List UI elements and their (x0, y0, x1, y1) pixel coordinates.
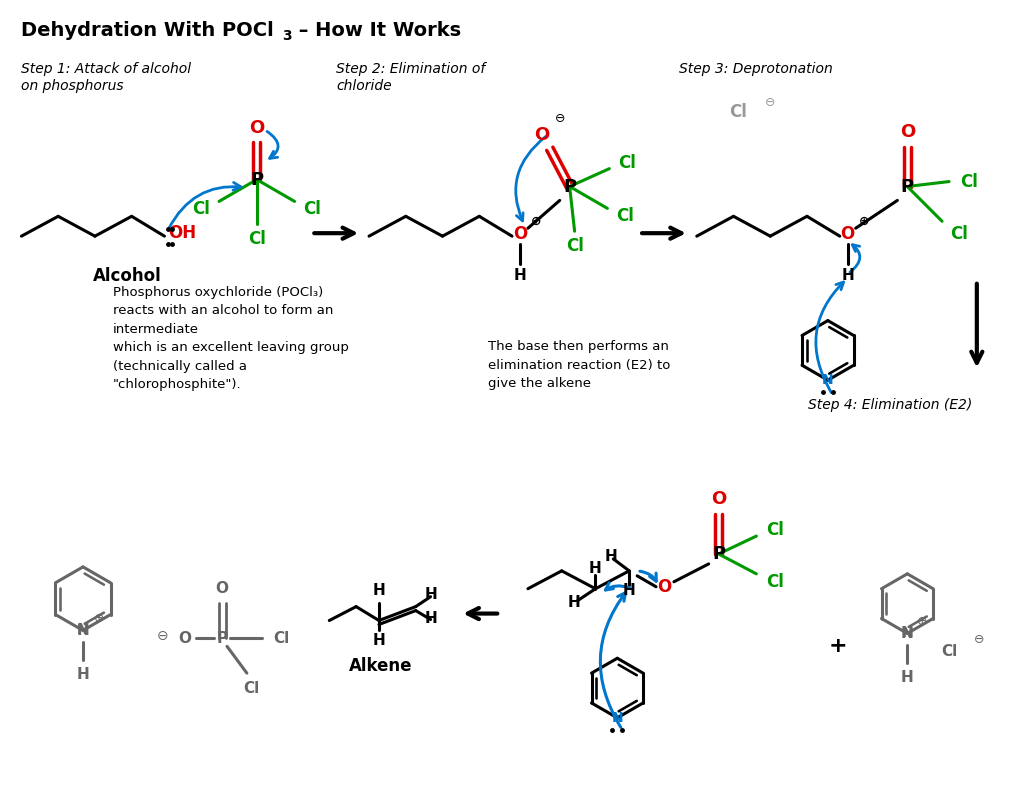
Text: Cl: Cl (960, 173, 978, 190)
Text: N: N (77, 623, 89, 638)
Text: N: N (78, 624, 89, 637)
Text: H: H (424, 587, 437, 602)
Text: N: N (901, 626, 913, 641)
Text: O: O (840, 225, 855, 243)
Text: P: P (564, 177, 576, 195)
Text: Alkene: Alkene (349, 657, 412, 676)
Text: O: O (657, 578, 671, 595)
Text: ⊕: ⊕ (859, 215, 869, 228)
Text: OH: OH (168, 224, 197, 242)
Text: Step 3: Deprotonation: Step 3: Deprotonation (679, 62, 833, 76)
Text: Cl: Cl (729, 103, 747, 121)
Text: H: H (623, 583, 636, 599)
Text: ⊕: ⊕ (530, 215, 541, 228)
Text: O: O (513, 225, 527, 243)
Text: Alcohol: Alcohol (93, 266, 162, 285)
Text: N: N (611, 711, 623, 725)
Text: H: H (424, 611, 437, 626)
Text: Cl: Cl (304, 200, 321, 219)
Text: Dehydration With POCl: Dehydration With POCl (22, 21, 275, 40)
Text: H: H (514, 268, 526, 284)
Text: O: O (535, 126, 549, 144)
Text: H: H (373, 583, 385, 599)
Text: Cl: Cl (618, 154, 636, 172)
Text: The base then performs an
elimination reaction (E2) to
give the alkene: The base then performs an elimination re… (488, 340, 670, 390)
Text: O: O (711, 490, 726, 509)
Text: O: O (215, 582, 229, 596)
Text: – How It Works: – How It Works (291, 21, 461, 40)
Text: H: H (568, 595, 580, 610)
Text: ⊕: ⊕ (93, 612, 105, 625)
Text: Cl: Cl (767, 573, 784, 590)
Text: P: P (217, 631, 228, 646)
Text: H: H (605, 549, 617, 565)
Text: Cl: Cl (248, 230, 266, 248)
Text: P: P (251, 171, 263, 189)
Text: +: + (829, 637, 847, 656)
Text: O: O (899, 123, 915, 141)
Text: ⊖: ⊖ (974, 633, 984, 646)
Text: Step 1: Attack of alcohol
on phosphorus: Step 1: Attack of alcohol on phosphorus (22, 62, 192, 92)
Text: P: P (712, 545, 725, 563)
Text: H: H (841, 268, 854, 284)
Text: 3: 3 (282, 28, 291, 43)
Text: Cl: Cl (566, 237, 583, 255)
Text: Cl: Cl (767, 521, 784, 539)
Text: Cl: Cl (616, 207, 634, 225)
Text: ⊕: ⊕ (917, 615, 927, 628)
Text: Cl: Cl (274, 631, 290, 646)
Text: Cl: Cl (243, 680, 260, 696)
Text: H: H (373, 633, 385, 648)
Text: H: H (589, 561, 602, 577)
Text: Step 4: Elimination (E2): Step 4: Elimination (E2) (808, 398, 972, 412)
Text: ⊖: ⊖ (156, 629, 168, 643)
Text: O: O (178, 631, 191, 646)
Text: Cl: Cl (941, 644, 957, 659)
Text: O: O (250, 119, 264, 137)
Text: Step 2: Elimination of
chloride: Step 2: Elimination of chloride (337, 62, 486, 92)
Text: H: H (77, 667, 89, 682)
Text: N: N (901, 626, 914, 641)
Text: Cl: Cl (950, 225, 968, 243)
Text: Cl: Cl (193, 200, 210, 219)
Text: Phosphorus oxychloride (POCl₃)
reacts with an alcohol to form an
intermediate
wh: Phosphorus oxychloride (POCl₃) reacts wi… (113, 286, 349, 391)
Text: H: H (901, 670, 914, 684)
Text: ⊖: ⊖ (554, 113, 565, 126)
Text: N: N (822, 373, 834, 387)
Text: P: P (900, 177, 914, 195)
Text: ⊖: ⊖ (765, 96, 776, 109)
